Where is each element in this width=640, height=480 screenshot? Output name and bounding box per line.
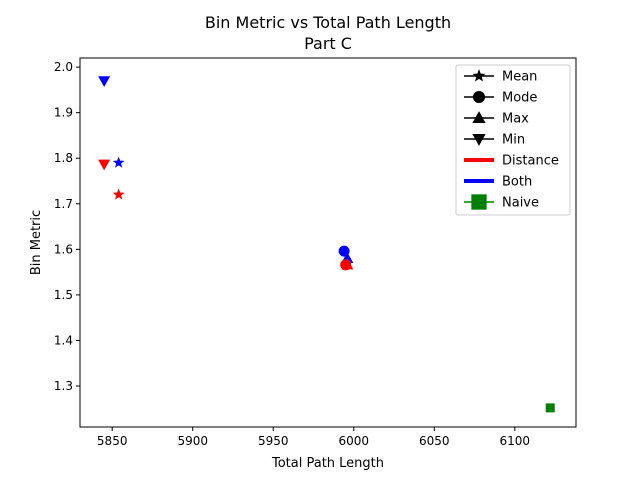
legend-item-min: Min bbox=[464, 133, 525, 148]
point-distance-max bbox=[341, 258, 354, 270]
y-tick-label: 1.8 bbox=[54, 151, 73, 165]
x-axis-label: Total Path Length bbox=[271, 456, 384, 471]
legend-label: Mode bbox=[502, 91, 537, 106]
y-tick-label: 1.3 bbox=[54, 379, 73, 393]
legend-swatch-marker bbox=[472, 134, 486, 146]
axis-ticks: 5850 5900 5950 6000 6050 6100 1.3 1.4 1.5 1.6 1.7 1… bbox=[54, 60, 530, 448]
y-axis-label: Bin Metric bbox=[29, 210, 44, 275]
data-points bbox=[98, 76, 555, 413]
point-distance-mean bbox=[112, 188, 125, 200]
legend-box bbox=[455, 64, 571, 216]
x-tick-label: 5900 bbox=[177, 434, 208, 448]
legend-item-mean: Mean bbox=[464, 69, 537, 85]
legend-item-max: Max bbox=[464, 111, 529, 127]
y-tick-label: 1.4 bbox=[54, 333, 73, 347]
y-tick-label: 2.0 bbox=[54, 60, 73, 74]
plot-frame bbox=[79, 57, 577, 428]
legend-swatch-marker bbox=[471, 194, 487, 210]
y-tick-label: 1.5 bbox=[54, 288, 73, 302]
legend-label: Mean bbox=[502, 70, 537, 85]
point-both-min bbox=[98, 76, 111, 87]
legend-label: Max bbox=[502, 112, 529, 127]
y-tick-label: 1.9 bbox=[54, 106, 73, 120]
legend-item-mode: Mode bbox=[464, 91, 537, 106]
legend-label: Both bbox=[502, 175, 532, 190]
x-tick-label: 5950 bbox=[258, 434, 289, 448]
y-tick-label: 1.7 bbox=[54, 197, 73, 211]
legend-swatch-marker bbox=[472, 111, 486, 123]
legend: Mean Mode Max Min Distance Both Naive bbox=[455, 64, 571, 216]
legend-swatch-marker bbox=[472, 69, 486, 82]
legend-label: Naive bbox=[502, 196, 539, 211]
legend-label: Distance bbox=[502, 154, 559, 169]
x-tick-label: 6050 bbox=[419, 434, 450, 448]
x-tick-label: 6000 bbox=[338, 434, 369, 448]
legend-item-distance: Distance bbox=[464, 154, 559, 169]
point-both-mean bbox=[112, 156, 125, 168]
point-distance-min bbox=[98, 159, 111, 171]
legend-label: Min bbox=[502, 133, 525, 148]
point-naive-naive bbox=[545, 403, 555, 413]
legend-swatch-marker bbox=[472, 90, 486, 104]
chart-subtitle: Part C bbox=[304, 34, 352, 53]
legend-item-both: Both bbox=[464, 175, 532, 190]
x-tick-label: 5850 bbox=[97, 434, 128, 448]
legend-item-naive: Naive bbox=[464, 194, 539, 211]
y-tick-label: 1.6 bbox=[54, 242, 73, 256]
chart-title: Bin Metric vs Total Path Length bbox=[205, 13, 451, 32]
x-tick-label: 6100 bbox=[500, 434, 531, 448]
